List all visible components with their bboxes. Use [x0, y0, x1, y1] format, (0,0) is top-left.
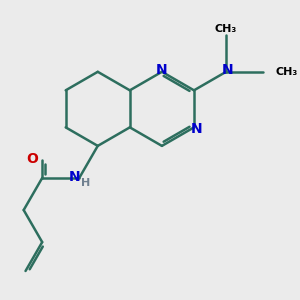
Text: N: N: [191, 122, 203, 136]
Text: N: N: [222, 63, 233, 77]
Text: O: O: [27, 152, 38, 166]
Text: N: N: [156, 63, 168, 76]
Text: H: H: [82, 178, 91, 188]
Text: CH₃: CH₃: [215, 24, 237, 34]
Text: CH₃: CH₃: [275, 67, 298, 77]
Text: N: N: [68, 169, 80, 184]
